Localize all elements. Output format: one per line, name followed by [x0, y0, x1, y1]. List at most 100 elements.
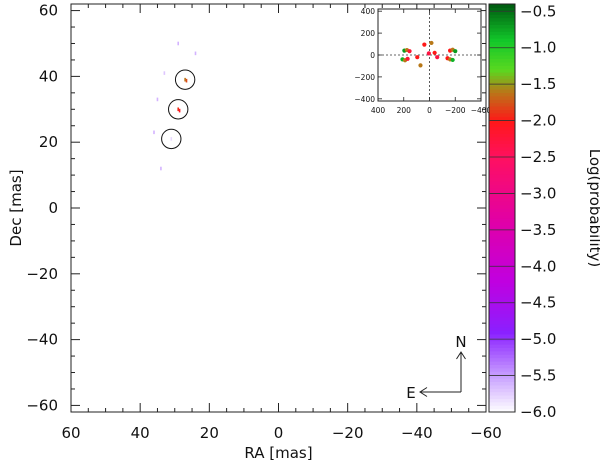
colorbar-segment — [489, 214, 515, 219]
colorbar-tick-label: −4.0 — [520, 257, 556, 275]
colorbar-segment — [489, 58, 515, 63]
colorbar-segment — [489, 48, 515, 53]
colorbar-segment — [489, 228, 515, 233]
colorbar-segment — [489, 150, 515, 155]
colorbar-segment — [489, 276, 515, 280]
colorbar-segment — [489, 282, 515, 287]
x-axis-label: RA [mas] — [244, 444, 312, 462]
data-point — [177, 107, 180, 112]
colorbar-segment — [489, 293, 515, 297]
colorbar-segment — [489, 310, 515, 314]
colorbar-segment — [489, 218, 515, 223]
inset-data-point — [418, 63, 423, 68]
colorbar-segment — [489, 194, 515, 199]
colorbar-segment — [489, 313, 515, 318]
colorbar-tick-label: −3.5 — [520, 221, 556, 239]
x-tick-label: 20 — [200, 424, 219, 442]
data-point — [170, 137, 173, 141]
colorbar-segment — [489, 123, 515, 127]
colorbar-segment — [489, 61, 515, 66]
colorbar-segment — [489, 231, 515, 236]
colorbar-segment — [489, 299, 515, 304]
colorbar-segment — [489, 211, 515, 216]
data-point — [153, 130, 155, 135]
colorbar-segment — [489, 10, 515, 15]
x-tick-label: −40 — [401, 424, 433, 442]
colorbar-ticks — [489, 10, 515, 413]
colorbar-segment — [489, 68, 515, 73]
colorbar-segment — [489, 140, 515, 144]
colorbar-tick-labels: −0.5 −1.0 −1.5 −2.0 −2.5 −3.0 −3.5 −4.0 −4.5 −5.0… — [520, 2, 556, 421]
compass-east-label: E — [406, 384, 415, 402]
colorbar-tick-label: −5.0 — [520, 330, 556, 348]
colorbar-segment — [489, 289, 515, 294]
data-point — [177, 41, 180, 46]
colorbar-segment — [489, 364, 515, 369]
inset-data-point — [435, 55, 440, 60]
data-point — [163, 71, 166, 75]
inset-y-tick-label: 0 — [370, 51, 375, 60]
y-tick-label: 40 — [39, 67, 58, 85]
colorbar-segment — [489, 85, 515, 90]
colorbar-segment — [489, 187, 515, 192]
colorbar-segment — [489, 381, 515, 386]
colorbar-segment — [489, 259, 515, 263]
colorbar-segment — [489, 197, 515, 202]
colorbar-segment — [489, 303, 515, 308]
colorbar-segment — [489, 126, 515, 131]
colorbar-segment — [489, 235, 515, 240]
colorbar-segment — [489, 367, 515, 372]
y-tick-label: −20 — [26, 265, 58, 283]
colorbar-segment — [489, 347, 515, 352]
y-tick-label: 20 — [39, 133, 58, 151]
colorbar-segment — [489, 7, 515, 12]
colorbar-segment — [489, 262, 515, 267]
inset-data-point — [426, 51, 431, 56]
colorbar-segment — [489, 65, 515, 70]
colorbar-segment — [489, 286, 515, 291]
colorbar-segment — [489, 44, 515, 49]
colorbar-segment — [489, 269, 515, 274]
colorbar-segment — [489, 327, 515, 331]
colorbar-segment — [489, 371, 515, 376]
compass-north-arrowhead — [456, 351, 466, 360]
inset-data-point — [429, 40, 434, 46]
colorbar-segment — [489, 133, 515, 138]
colorbar-segment — [489, 350, 515, 355]
colorbar-segment — [489, 405, 515, 410]
colorbar-segment — [489, 153, 515, 158]
compass-east-arrowhead — [419, 387, 428, 397]
main-circles — [161, 69, 196, 150]
colorbar-segment — [489, 306, 515, 311]
colorbar-tick-label: −1.0 — [520, 39, 556, 57]
colorbar-segment — [489, 221, 515, 226]
colorbar-segment — [489, 225, 515, 229]
colorbar-segment — [489, 391, 515, 396]
candidate-circle — [174, 69, 196, 90]
colorbar-tick-label: −3.0 — [520, 184, 556, 202]
inset-data-point — [407, 49, 412, 54]
colorbar-segment — [489, 361, 515, 365]
colorbar-segment — [489, 167, 515, 172]
colorbar-segment — [489, 89, 515, 93]
inset-points — [400, 40, 458, 68]
colorbar-segment — [489, 95, 515, 100]
inset-x-tick-label: 400 — [371, 106, 386, 115]
colorbar-segment — [489, 354, 515, 359]
colorbar-segment — [489, 388, 515, 393]
colorbar-segment — [489, 146, 515, 151]
colorbar-segment — [489, 160, 515, 165]
y-tick-label: −60 — [26, 396, 58, 414]
colorbar-segment — [489, 401, 515, 406]
inset-ticks — [377, 9, 482, 101]
data-point — [184, 77, 186, 82]
colorbar-segment — [489, 323, 515, 328]
inset-x-tick-label: 0 — [427, 106, 432, 115]
compass-north-label: N — [455, 333, 466, 351]
colorbar-segment — [489, 316, 515, 321]
colorbar-segment — [489, 14, 515, 19]
inset-y-tick-label: 400 — [361, 7, 376, 16]
colorbar-segment — [489, 296, 515, 301]
colorbar-segment — [489, 34, 515, 39]
